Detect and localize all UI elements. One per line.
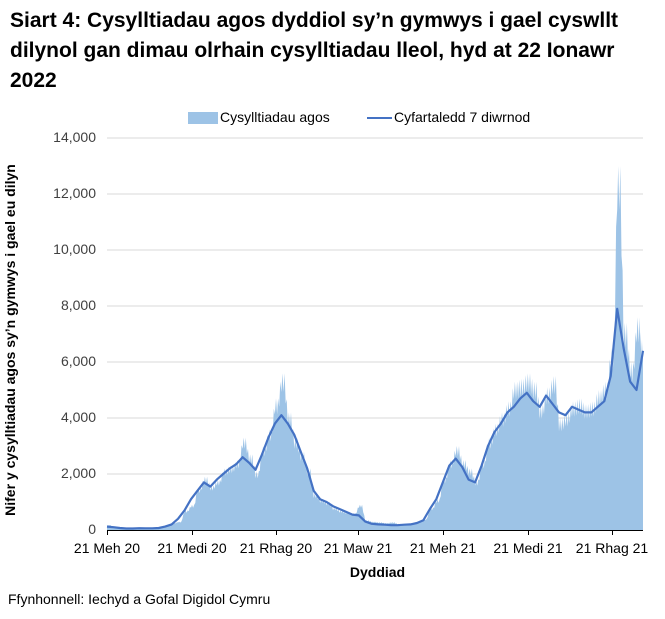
- seven-day-average-line: [106, 307, 645, 530]
- y-axis-label: Nifer y cysylltiadau agos sy’n gymwys i …: [2, 164, 18, 516]
- source-note: Ffynhonnell: Iechyd a Gofal Digidol Cymr…: [8, 591, 271, 607]
- legend: Cysylltiadau agos Cyfartaledd 7 diwrnod: [0, 108, 665, 126]
- x-tick-dec-21: 21 Rhag 21: [575, 540, 649, 556]
- chart-title: Siart 4: Cysylltiadau agos dyddiol sy’n …: [10, 9, 619, 92]
- y-tick-6000: 6,000: [60, 353, 96, 369]
- y-tick-8000: 8,000: [60, 297, 96, 313]
- x-tick-mar-21: 21 Maw 21: [323, 540, 393, 556]
- y-tick-10000: 10,000: [53, 241, 96, 257]
- x-tick-sep-20: 21 Medi 20: [157, 540, 227, 556]
- legend-line-label: Cyfartaledd 7 diwrnod: [394, 109, 531, 125]
- y-tick-4000: 4,000: [60, 409, 96, 425]
- y-tick-12000: 12,000: [53, 185, 96, 201]
- y-tick-2000: 2,000: [60, 465, 96, 481]
- daily-bars: [107, 166, 643, 530]
- y-tick-14000: 14,000: [53, 129, 96, 145]
- legend-bars-swatch-icon: [188, 112, 218, 124]
- x-axis-label: Dyddiad: [349, 564, 406, 580]
- x-tick-dec-20: 21 Rhag 20: [239, 540, 313, 556]
- y-tick-0: 0: [88, 521, 96, 537]
- x-tick-jun-21: 21 Meh 21: [409, 540, 477, 556]
- legend-bars-label: Cysylltiadau agos: [220, 109, 330, 125]
- legend-line-swatch-icon: [367, 117, 392, 119]
- x-tick-jun-20: 21 Meh 20: [73, 540, 141, 556]
- x-tick-sep-21: 21 Medi 21: [493, 540, 563, 556]
